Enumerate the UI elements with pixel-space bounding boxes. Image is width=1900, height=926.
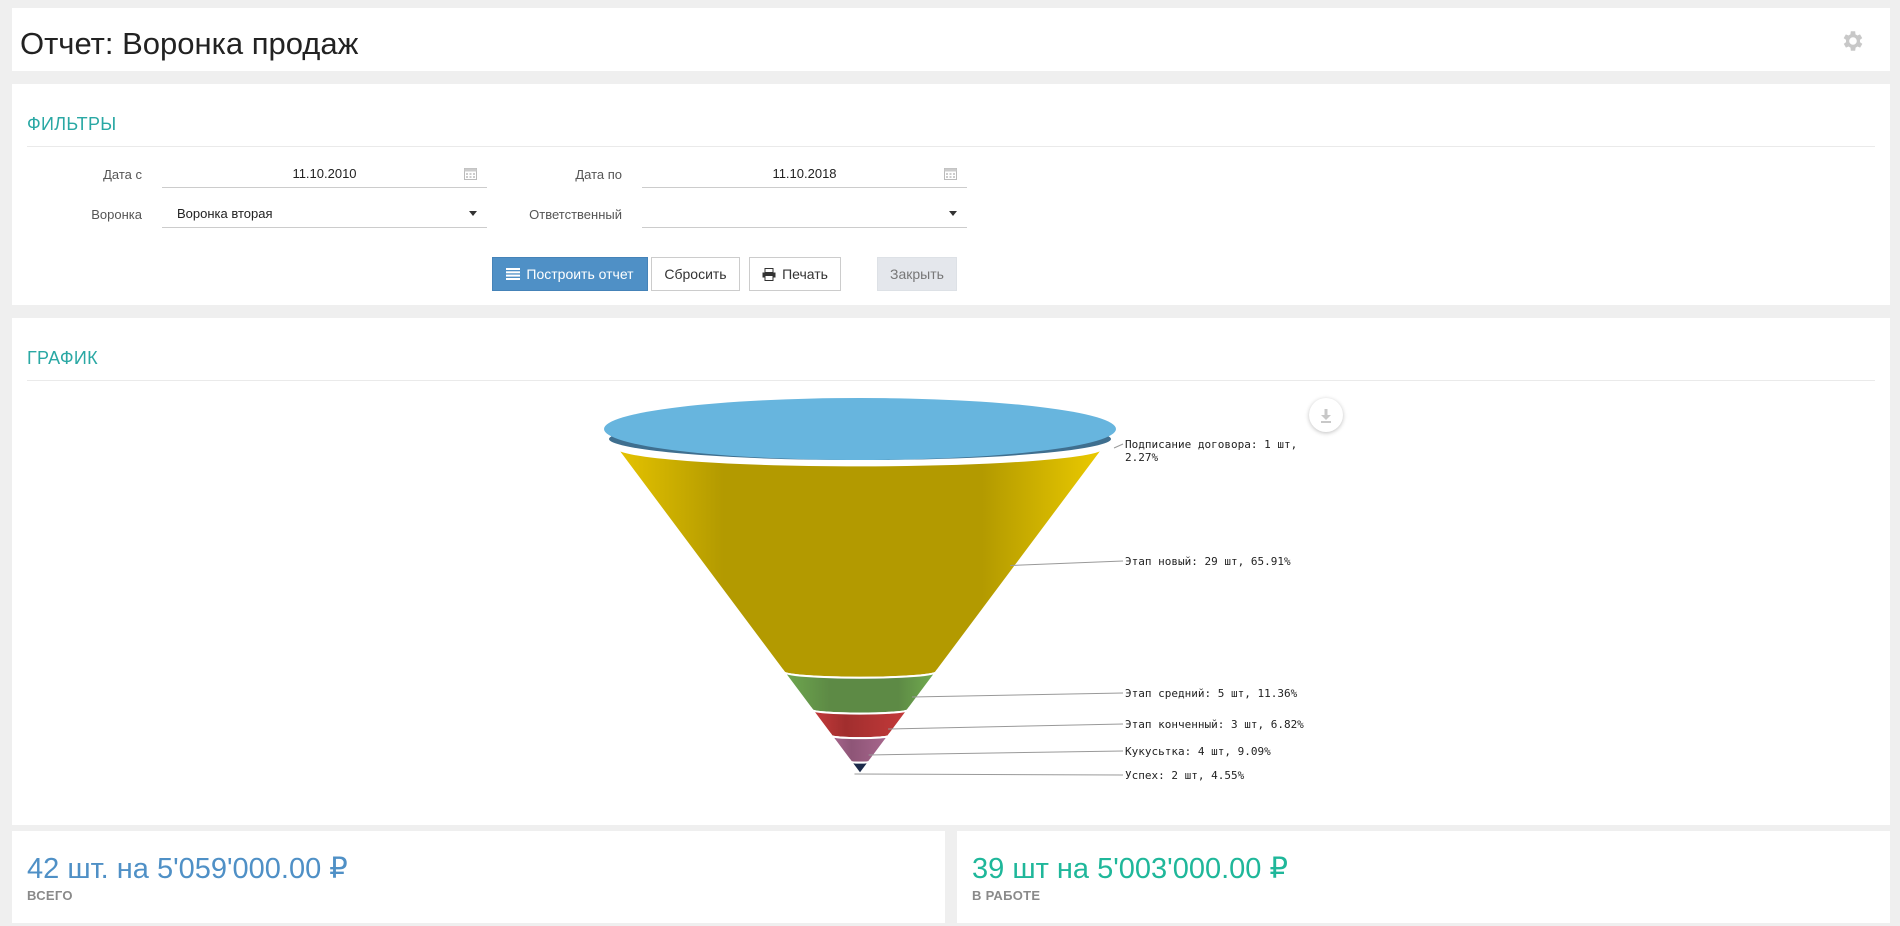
filters-divider (27, 146, 1875, 147)
chart-panel: ГРАФИК (12, 318, 1890, 825)
funnel-label: Этап новый: 29 шт, 65.91% (1125, 555, 1291, 568)
print-button[interactable]: Печать (749, 257, 841, 291)
download-chart-button[interactable] (1309, 398, 1343, 432)
funnel-segment (849, 758, 871, 776)
funnel-label: Этап конченный: 3 шт, 6.82% (1125, 718, 1304, 731)
date-from-label: Дата с (103, 167, 142, 182)
funnel-label: Этап средний: 5 шт, 11.36% (1125, 687, 1298, 700)
funnel-segment (830, 732, 890, 764)
funnel-segment (782, 668, 938, 715)
label-connector (911, 692, 1124, 698)
funnel-label: Кукусьтка: 4 шт, 9.09% (1125, 745, 1271, 758)
download-icon (1321, 409, 1331, 423)
chevron-down-icon (949, 211, 957, 216)
funnel-segment (811, 706, 909, 740)
date-from-input[interactable]: 11.10.2010 (162, 158, 487, 188)
close-button[interactable]: Закрыть (877, 257, 957, 291)
list-icon (506, 268, 521, 280)
page-header: Отчет: Воронка продаж (12, 8, 1890, 71)
funnel-select-value: Воронка вторая (177, 206, 273, 221)
filters-section-title: ФИЛЬТРЫ (27, 114, 117, 134)
total-stat-value: 42 шт. на 5'059'000.00 ₽ (27, 853, 348, 885)
responsible-select[interactable] (642, 198, 967, 228)
date-to-value: 11.10.2018 (772, 166, 837, 181)
label-connector (854, 773, 1124, 776)
gear-icon[interactable] (1840, 28, 1866, 54)
page-title: Отчет: Воронка продаж (20, 26, 359, 61)
calendar-icon[interactable] (944, 167, 957, 180)
printer-icon (762, 267, 776, 281)
responsible-label: Ответственный (529, 207, 622, 222)
in-work-stat-card: 39 шт на 5'003'000.00 ₽ В РАБОТЕ (957, 831, 1890, 923)
in-work-stat-value: 39 шт на 5'003'000.00 ₽ (972, 853, 1288, 885)
funnel-select[interactable]: Воронка вторая (162, 198, 487, 228)
label-connector (888, 723, 1124, 730)
calendar-icon[interactable] (464, 167, 477, 180)
chevron-down-icon (469, 211, 477, 216)
reset-label: Сбросить (664, 266, 727, 282)
label-connector (1113, 443, 1124, 449)
build-report-label: Построить отчет (526, 266, 634, 282)
funnel-segment (614, 443, 1106, 679)
label-connector (1010, 560, 1124, 566)
funnel-label: Успех: 2 шт, 4.55% (1125, 769, 1245, 782)
chart-divider (27, 380, 1875, 381)
chart-section-title: ГРАФИК (27, 348, 98, 368)
date-from-value: 11.10.2010 (292, 166, 357, 181)
build-report-button[interactable]: Построить отчет (492, 257, 648, 291)
filters-panel: ФИЛЬТРЫ Дата с 11.10.2010 Дата по 11.10.… (12, 84, 1890, 305)
date-to-input[interactable]: 11.10.2018 (642, 158, 967, 188)
funnel-chart: Подписание договора: 1 шт, 2.27% Этап новы… (604, 398, 1304, 782)
funnel-label: Воронка (91, 207, 142, 222)
reset-button[interactable]: Сбросить (651, 257, 740, 291)
date-to-label: Дата по (575, 167, 622, 182)
funnel-segment (604, 398, 1116, 460)
total-stat-label: ВСЕГО (27, 888, 73, 903)
close-label: Закрыть (890, 266, 944, 282)
print-label: Печать (782, 266, 828, 282)
in-work-stat-label: В РАБОТЕ (972, 888, 1041, 903)
funnel-label: Подписание договора: 1 шт, 2.27% (1125, 438, 1297, 464)
label-connector (868, 750, 1124, 756)
total-stat-card: 42 шт. на 5'059'000.00 ₽ ВСЕГО (12, 831, 945, 923)
